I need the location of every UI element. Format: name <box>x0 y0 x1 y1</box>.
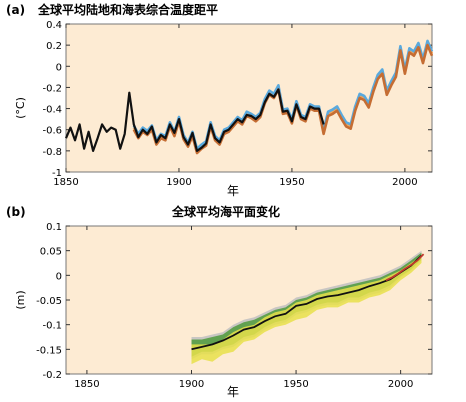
panel-b-y-axis-label: (m) <box>14 290 27 309</box>
panel-a: (a) 全球平均陆地和海表综合温度距平 0.4 0.2 0 -0.2 -0.4 -0.6 -… <box>6 2 434 198</box>
y-tick-label: 0 <box>56 271 62 282</box>
panel-b-series-line-4 <box>385 253 425 282</box>
panel-a-series-group <box>64 39 434 155</box>
panel-a-series-line-3 <box>64 88 325 152</box>
y-tick-label: -0.05 <box>36 296 62 307</box>
panel-b-y-ticks: 0.1 0.05 0 -0.05 -0.1 -0.15 -0.2 <box>36 222 432 381</box>
panel-a-x-axis-label: 年 <box>227 184 239 198</box>
y-tick-label: 0.4 <box>46 20 62 31</box>
panel-a-label: (a) <box>6 3 25 17</box>
panel-a-y-axis-label: (°C) <box>14 97 27 119</box>
y-tick-label: -0.15 <box>36 345 62 356</box>
y-tick-label: -0.6 <box>42 126 62 137</box>
y-tick-label: -0.2 <box>42 370 62 381</box>
y-tick-label: 0.1 <box>46 222 62 233</box>
x-tick-label: 1900 <box>179 379 204 390</box>
panel-a-x-ticks: 1850 1900 1950 2000 <box>53 24 418 188</box>
y-tick-label: 0 <box>56 62 62 73</box>
x-tick-label: 1850 <box>74 379 99 390</box>
x-tick-label: 2000 <box>388 379 413 390</box>
panel-b-series-line-3 <box>191 254 423 351</box>
panel-b-x-axis-label: 年 <box>227 385 239 399</box>
panel-b-x-ticks: 1850 1900 1950 2000 <box>74 226 413 390</box>
y-tick-label: -1 <box>52 168 62 179</box>
panel-b-plot-area <box>65 225 433 375</box>
panel-a-title: 全球平均陆地和海表综合温度距平 <box>37 2 218 17</box>
x-tick-label: 1950 <box>279 177 304 188</box>
y-tick-label: -0.1 <box>42 321 62 332</box>
y-tick-label: 0.2 <box>46 41 62 52</box>
panel-b-uncertainty-band-yellow <box>191 255 422 365</box>
panel-b-label: (b) <box>6 205 26 219</box>
y-tick-label: -0.8 <box>42 147 62 158</box>
x-tick-label: 1850 <box>53 177 78 188</box>
panel-b: (b) 全球平均海平面变化 0.1 0.05 0 -0.05 -0.1 -0.15 -0.2… <box>6 204 433 399</box>
panel-a-plot-area <box>65 23 433 173</box>
panel-b-title: 全球平均海平面变化 <box>171 204 280 219</box>
y-tick-label: 0.05 <box>40 247 62 258</box>
y-tick-label: -0.2 <box>42 83 62 94</box>
x-tick-label: 1900 <box>166 177 191 188</box>
x-tick-label: 2000 <box>392 177 417 188</box>
y-tick-label: -0.4 <box>42 105 62 116</box>
x-tick-label: 1950 <box>283 379 308 390</box>
panel-b-series-group <box>191 250 425 365</box>
